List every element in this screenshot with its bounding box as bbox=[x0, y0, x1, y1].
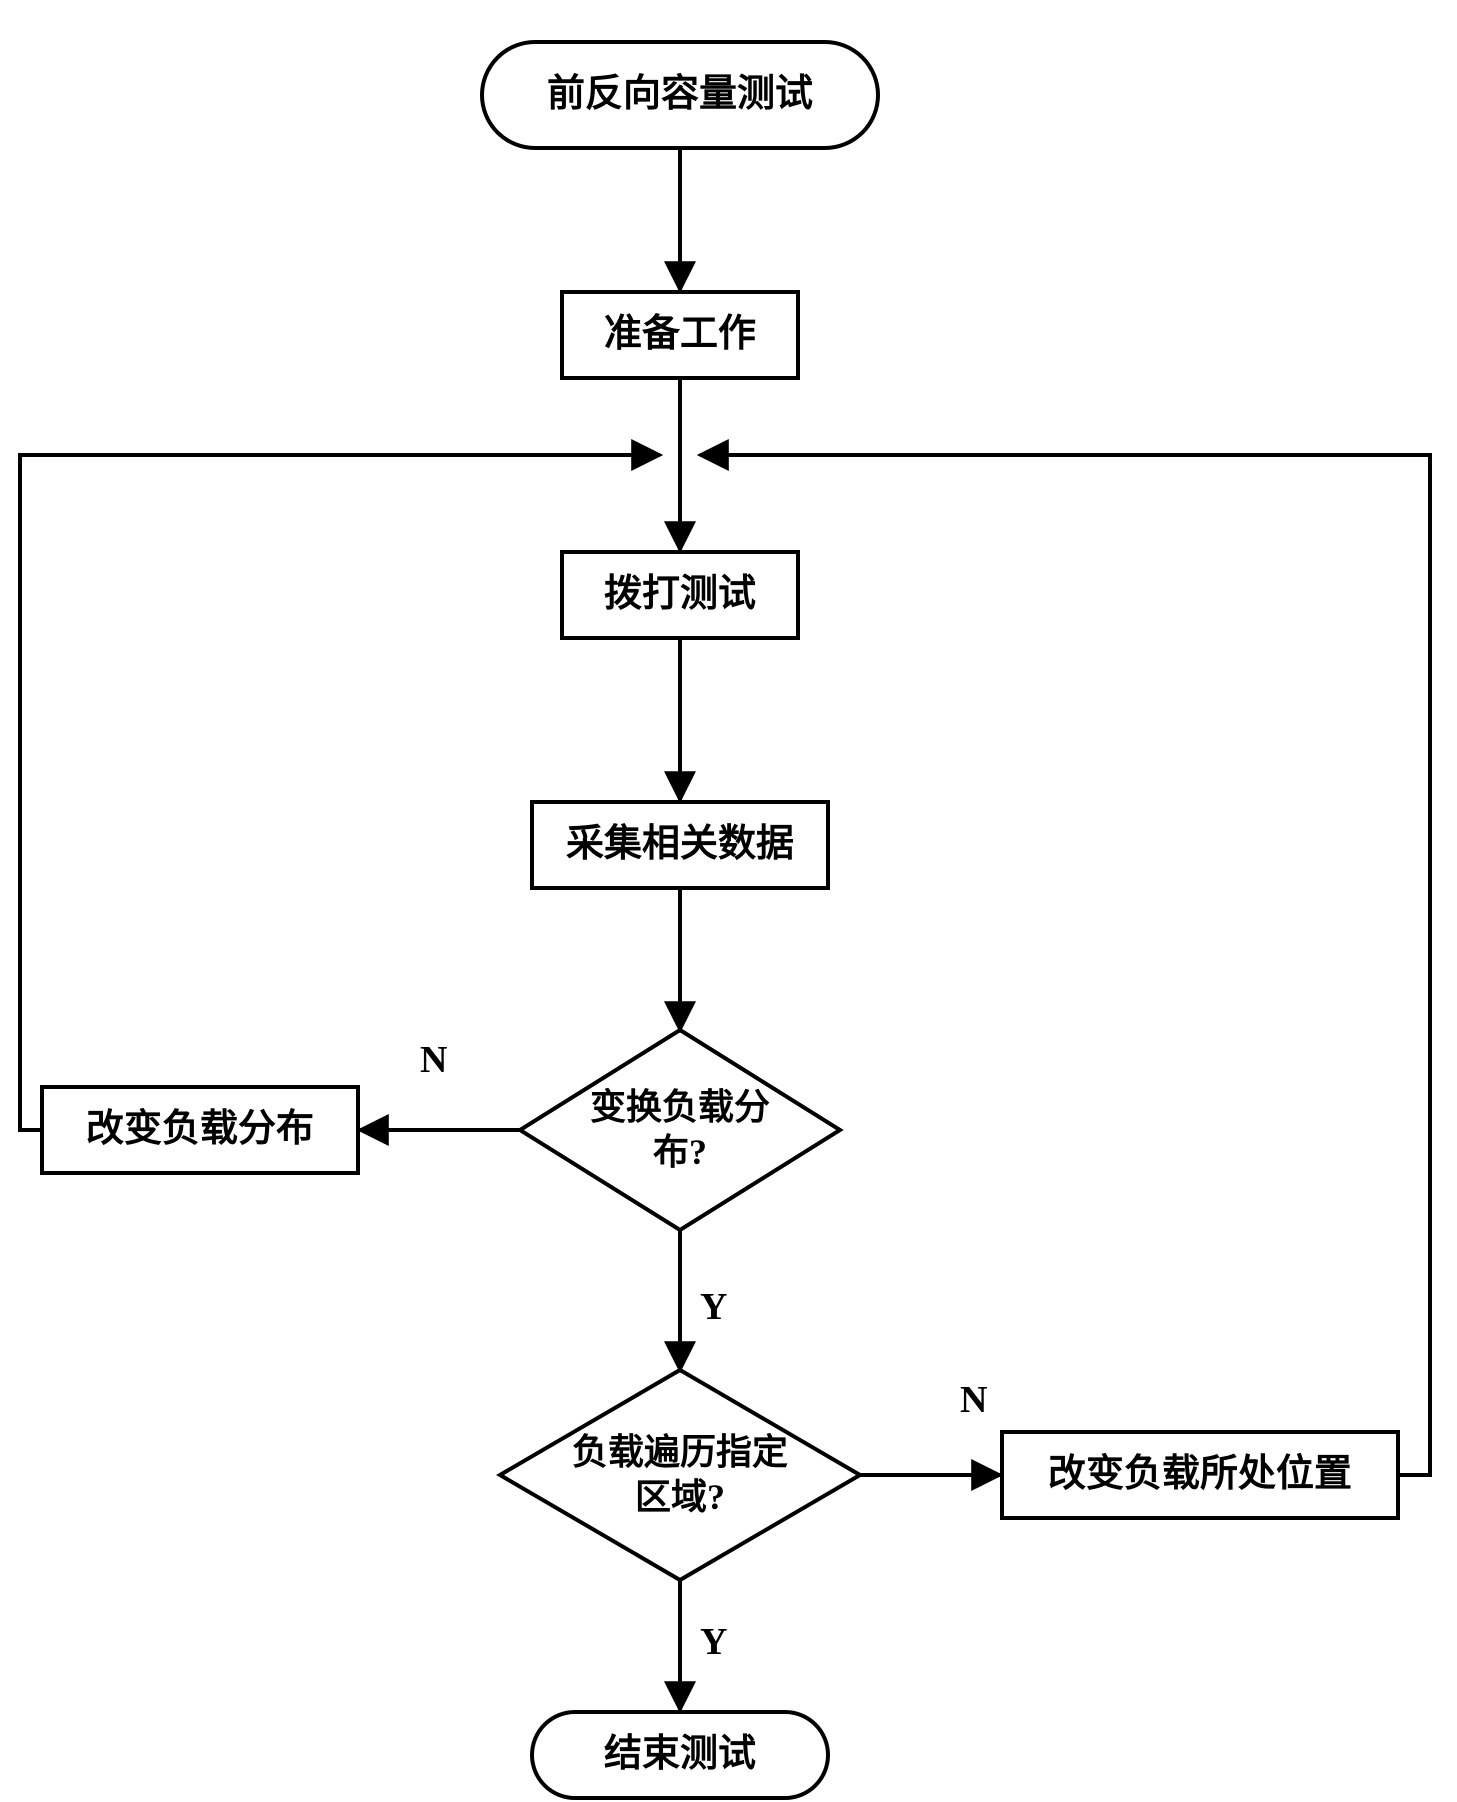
change-dist-process: 改变负载分布 bbox=[40, 1085, 360, 1175]
collect-data-label: 采集相关数据 bbox=[566, 821, 794, 869]
change-pos-process: 改变负载所处位置 bbox=[1000, 1430, 1400, 1520]
dial-test-label: 拨打测试 bbox=[604, 571, 756, 619]
edge-label-d1-no: N bbox=[420, 1038, 447, 1082]
end-label: 结束测试 bbox=[604, 1731, 756, 1779]
edge-label-d2-no: N bbox=[960, 1378, 987, 1422]
prepare-process: 准备工作 bbox=[560, 290, 800, 380]
start-label: 前反向容量测试 bbox=[547, 71, 813, 119]
decision-change-dist: 变换负载分 布? bbox=[520, 1030, 840, 1230]
edge-label-d1-yes-text: Y bbox=[700, 1286, 727, 1328]
edge-label-d2-no-text: N bbox=[960, 1379, 987, 1421]
decision-traverse-label: 负载遍历指定 区域? bbox=[572, 1430, 788, 1520]
dial-test-process: 拨打测试 bbox=[560, 550, 800, 640]
end-terminator: 结束测试 bbox=[530, 1710, 830, 1800]
collect-data-process: 采集相关数据 bbox=[530, 800, 830, 890]
edge-label-d1-no-text: N bbox=[420, 1039, 447, 1081]
change-pos-label: 改变负载所处位置 bbox=[1048, 1451, 1352, 1499]
edge-label-d2-yes-text: Y bbox=[700, 1621, 727, 1663]
change-dist-label: 改变负载分布 bbox=[86, 1106, 314, 1154]
prepare-label: 准备工作 bbox=[604, 311, 756, 359]
decision-traverse: 负载遍历指定 区域? bbox=[500, 1370, 860, 1580]
edge-label-d2-yes: Y bbox=[700, 1620, 727, 1664]
start-terminator: 前反向容量测试 bbox=[480, 40, 880, 150]
flowchart-canvas: 前反向容量测试 准备工作 拨打测试 采集相关数据 变换负载分 布? 改变负载分布… bbox=[0, 0, 1457, 1802]
edge-changepos-loop bbox=[700, 455, 1430, 1475]
decision-change-dist-label: 变换负载分 布? bbox=[590, 1085, 770, 1175]
edge-label-d1-yes: Y bbox=[700, 1285, 727, 1329]
